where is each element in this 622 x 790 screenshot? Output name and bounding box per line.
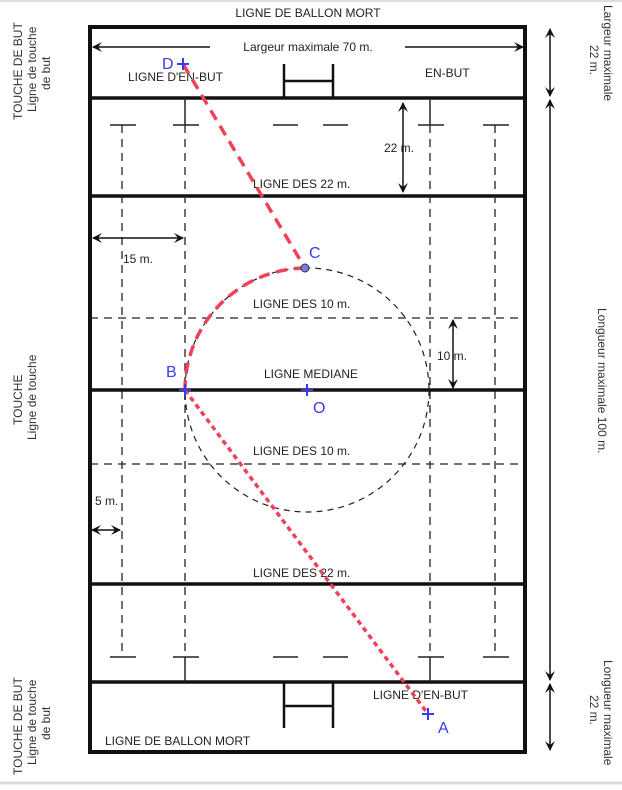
side-right-mid: Longueur maximale 100 m.: [595, 308, 609, 453]
label-in-goal: EN-BUT: [425, 66, 470, 80]
points: [177, 58, 434, 720]
point-o-label: O: [313, 400, 325, 417]
label-halfway: LIGNE MEDIANE: [264, 367, 358, 381]
dimension-arrows: [91, 28, 555, 751]
side-touch-2: Ligne de touche: [25, 354, 39, 440]
side-touch-goal-bottom: TOUCHE DE BUT: [11, 677, 25, 775]
side-touch-goal-top-2: Ligne de touche: [25, 26, 39, 112]
label-bottom-dead-ball: LIGNE DE BALLON MORT: [105, 734, 251, 748]
label-line-10-top: LIGNE DES 10 m.: [253, 297, 350, 311]
side-right-bottom-2: 22 m.: [587, 695, 601, 725]
label-dim-5: 5 m.: [95, 494, 118, 508]
label-dim-15: 15 m.: [123, 252, 153, 266]
segment-dc: [181, 63, 307, 269]
goal-posts-bottom: [282, 682, 335, 728]
goal-posts-top: [282, 64, 335, 98]
side-right-top-2: 22 m.: [587, 45, 601, 75]
label-line-10-bottom: LIGNE DES 10 m.: [253, 444, 350, 458]
side-touch-goal-top: TOUCHE DE BUT: [11, 22, 25, 120]
side-right-bottom: Longueur maximale: [601, 660, 615, 766]
side-touch: TOUCHE: [11, 375, 25, 425]
construction-red: [181, 63, 430, 716]
label-dim-22: 22 m.: [384, 141, 414, 155]
side-touch-goal-top-3: de but: [39, 56, 53, 90]
arc-cb: [183, 266, 306, 391]
label-max-width: Largeur maximale 70 m.: [243, 40, 372, 54]
side-touch-goal-bottom-3: de but: [39, 706, 53, 740]
point-c-label: C: [309, 245, 321, 262]
label-top-dead-ball: LIGNE DE BALLON MORT: [235, 6, 381, 20]
point-c-marker: [300, 263, 310, 273]
point-b-label: B: [166, 364, 177, 381]
label-line-22-bottom: LIGNE DES 22 m.: [253, 566, 350, 580]
label-dim-10: 10 m.: [437, 349, 467, 363]
segment-ba: [183, 388, 430, 716]
label-goal-line-bottom: LIGNE D'EN-BUT: [373, 688, 469, 702]
label-goal-line-top: LIGNE D'EN-BUT: [128, 70, 224, 84]
label-line-22-top: LIGNE DES 22 m.: [253, 177, 350, 191]
side-touch-goal-bottom-2: Ligne de touche: [25, 679, 39, 765]
point-d-label: D: [162, 56, 174, 73]
side-right-top: Largeur maximale: [601, 5, 615, 101]
point-a-label: A: [438, 720, 449, 737]
